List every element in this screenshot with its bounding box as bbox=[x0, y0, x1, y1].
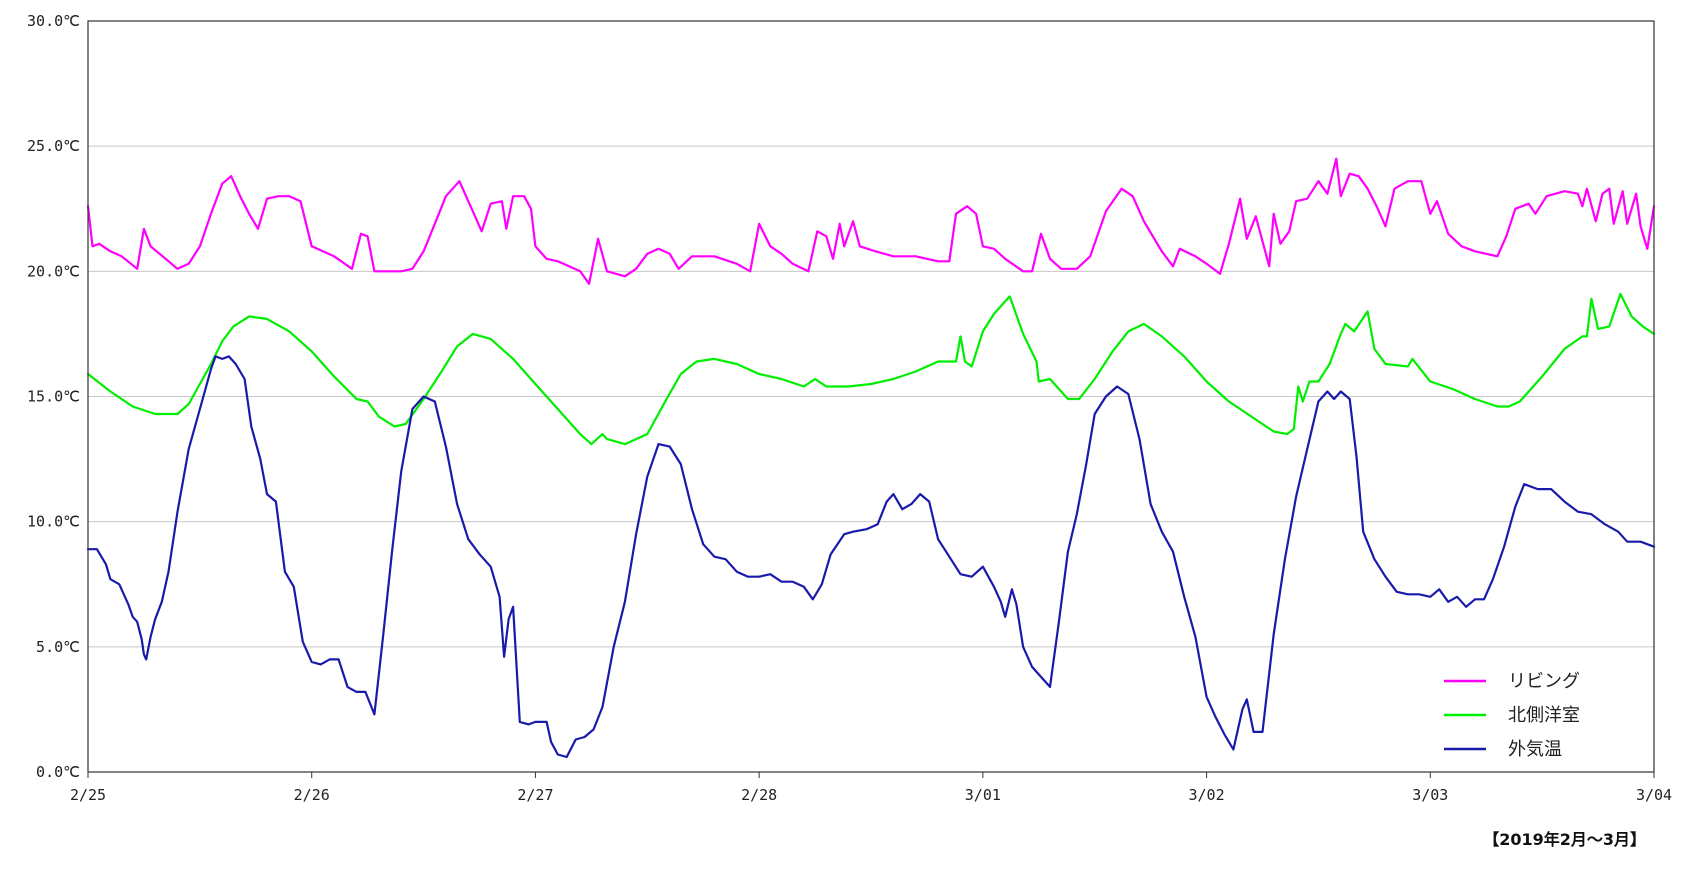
x-tick-label: 3/01 bbox=[965, 786, 1001, 804]
y-tick-label: 10.0℃ bbox=[27, 513, 80, 531]
y-tick-label: 20.0℃ bbox=[27, 262, 80, 280]
x-tick-label: 2/27 bbox=[517, 786, 553, 804]
x-tick-label: 3/03 bbox=[1412, 786, 1448, 804]
date-range-note: 【2019年2月〜3月】 bbox=[1483, 830, 1646, 849]
y-tick-label: 0.0℃ bbox=[36, 763, 80, 781]
series-line-3 bbox=[86, 355, 1656, 759]
x-tick-label: 2/26 bbox=[294, 786, 330, 804]
x-tick-label: 3/02 bbox=[1189, 786, 1225, 804]
y-axis-ticks: 0.0℃ 5.0℃ 10.0℃ 15.0℃ 20.0℃ 25.0℃ 30.0℃ bbox=[27, 12, 80, 781]
legend-label: 北側洋室 bbox=[1508, 705, 1580, 726]
grid-lines bbox=[88, 145, 1654, 648]
legend-label: 外気温 bbox=[1508, 739, 1562, 760]
x-tick-label: 2/28 bbox=[741, 786, 777, 804]
y-tick-label: 15.0℃ bbox=[27, 388, 80, 406]
y-tick-label: 30.0℃ bbox=[27, 12, 80, 30]
series-lines bbox=[86, 157, 1656, 759]
plot-area-frame bbox=[87, 20, 1655, 773]
legend-label: リビング bbox=[1508, 671, 1580, 692]
x-tick-label: 2/25 bbox=[70, 786, 106, 804]
y-tick-label: 25.0℃ bbox=[27, 137, 80, 155]
x-axis-ticks: 2/25 2/26 2/27 2/28 3/01 3/02 3/03 3/04 bbox=[70, 772, 1672, 804]
series-line-1 bbox=[86, 157, 1656, 285]
x-tick-label: 3/04 bbox=[1636, 786, 1672, 804]
y-tick-label: 5.0℃ bbox=[36, 638, 80, 656]
series-line-2 bbox=[86, 292, 1656, 446]
